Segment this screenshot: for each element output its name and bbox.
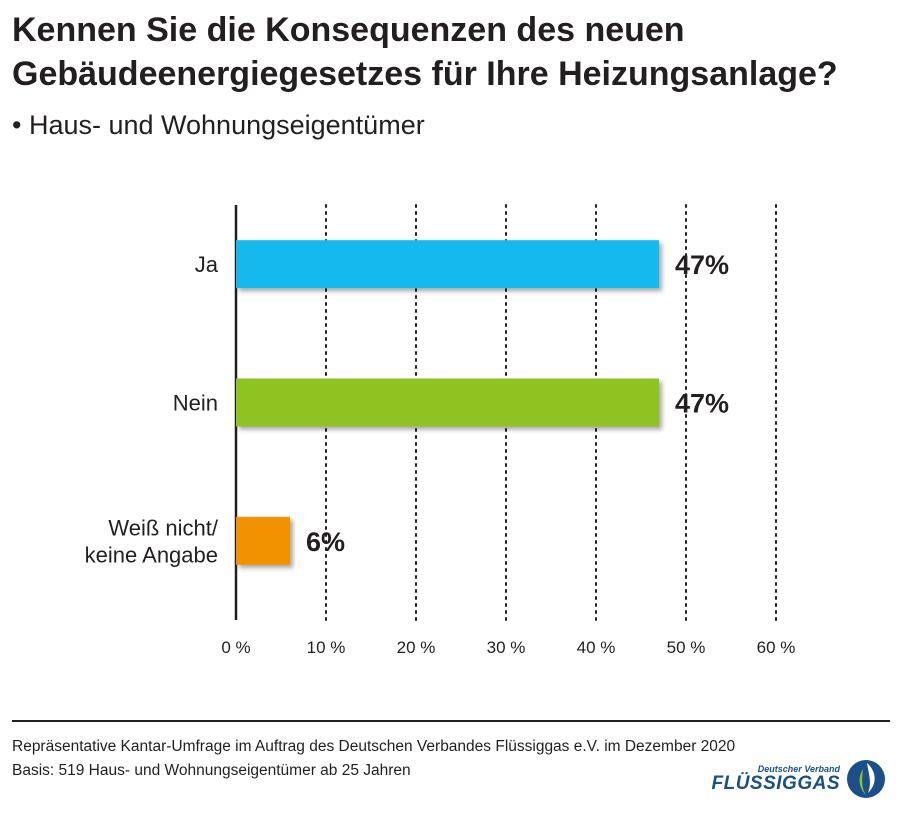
x-tick-label: 10 % <box>307 638 346 657</box>
x-tick-label: 20 % <box>397 638 436 657</box>
bar <box>236 516 290 565</box>
value-label: 47% <box>675 389 729 419</box>
title-line-2: Gebäudeenergiegesetzes für Ihre Heizungs… <box>12 55 838 93</box>
flame-drop-icon <box>847 760 885 798</box>
x-tick-label: 30 % <box>487 638 526 657</box>
category-label: Weiß nicht/keine Angabe <box>85 515 219 567</box>
logo-subtitle: Deutscher Verband <box>757 764 840 774</box>
value-label: 47% <box>675 250 729 280</box>
bar <box>236 240 659 289</box>
source-note: Repräsentative Kantar-Umfrage im Auftrag… <box>12 735 735 783</box>
bar <box>236 378 659 427</box>
x-tick-label: 0 % <box>221 638 250 657</box>
chart-title: Kennen Sie die Konsequenzen des neuen Ge… <box>12 8 892 96</box>
source-line-2: Basis: 519 Haus- und Wohnungseigentümer … <box>12 762 411 779</box>
chart-subtitle: • Haus- und Wohnungseigentümer <box>12 110 425 140</box>
dvfg-logo: Deutscher Verband FLÜSSIGGAS <box>711 757 886 801</box>
title-line-1: Kennen Sie die Konsequenzen des neuen <box>12 11 685 49</box>
bars <box>236 240 659 565</box>
category-label: Nein <box>173 391 218 416</box>
source-line-1: Repräsentative Kantar-Umfrage im Auftrag… <box>12 738 736 755</box>
x-tick-labels: 0 % 10 % 20 % 30 % 40 % 50 % 60 % <box>221 638 795 657</box>
value-labels: 47% 47% 6% <box>306 250 729 557</box>
category-label: Ja <box>195 252 219 277</box>
x-tick-label: 60 % <box>757 638 796 657</box>
footer-divider <box>12 720 890 722</box>
bar-chart: Ja Nein Weiß nicht/keine Angabe 47% 47% 6% 0… <box>85 204 795 657</box>
value-label: 6% <box>306 527 345 557</box>
x-tick-label: 50 % <box>667 638 706 657</box>
category-labels: Ja Nein Weiß nicht/keine Angabe <box>85 252 219 567</box>
x-tick-label: 40 % <box>577 638 616 657</box>
logo-wordmark: FLÜSSIGGAS <box>711 773 840 794</box>
